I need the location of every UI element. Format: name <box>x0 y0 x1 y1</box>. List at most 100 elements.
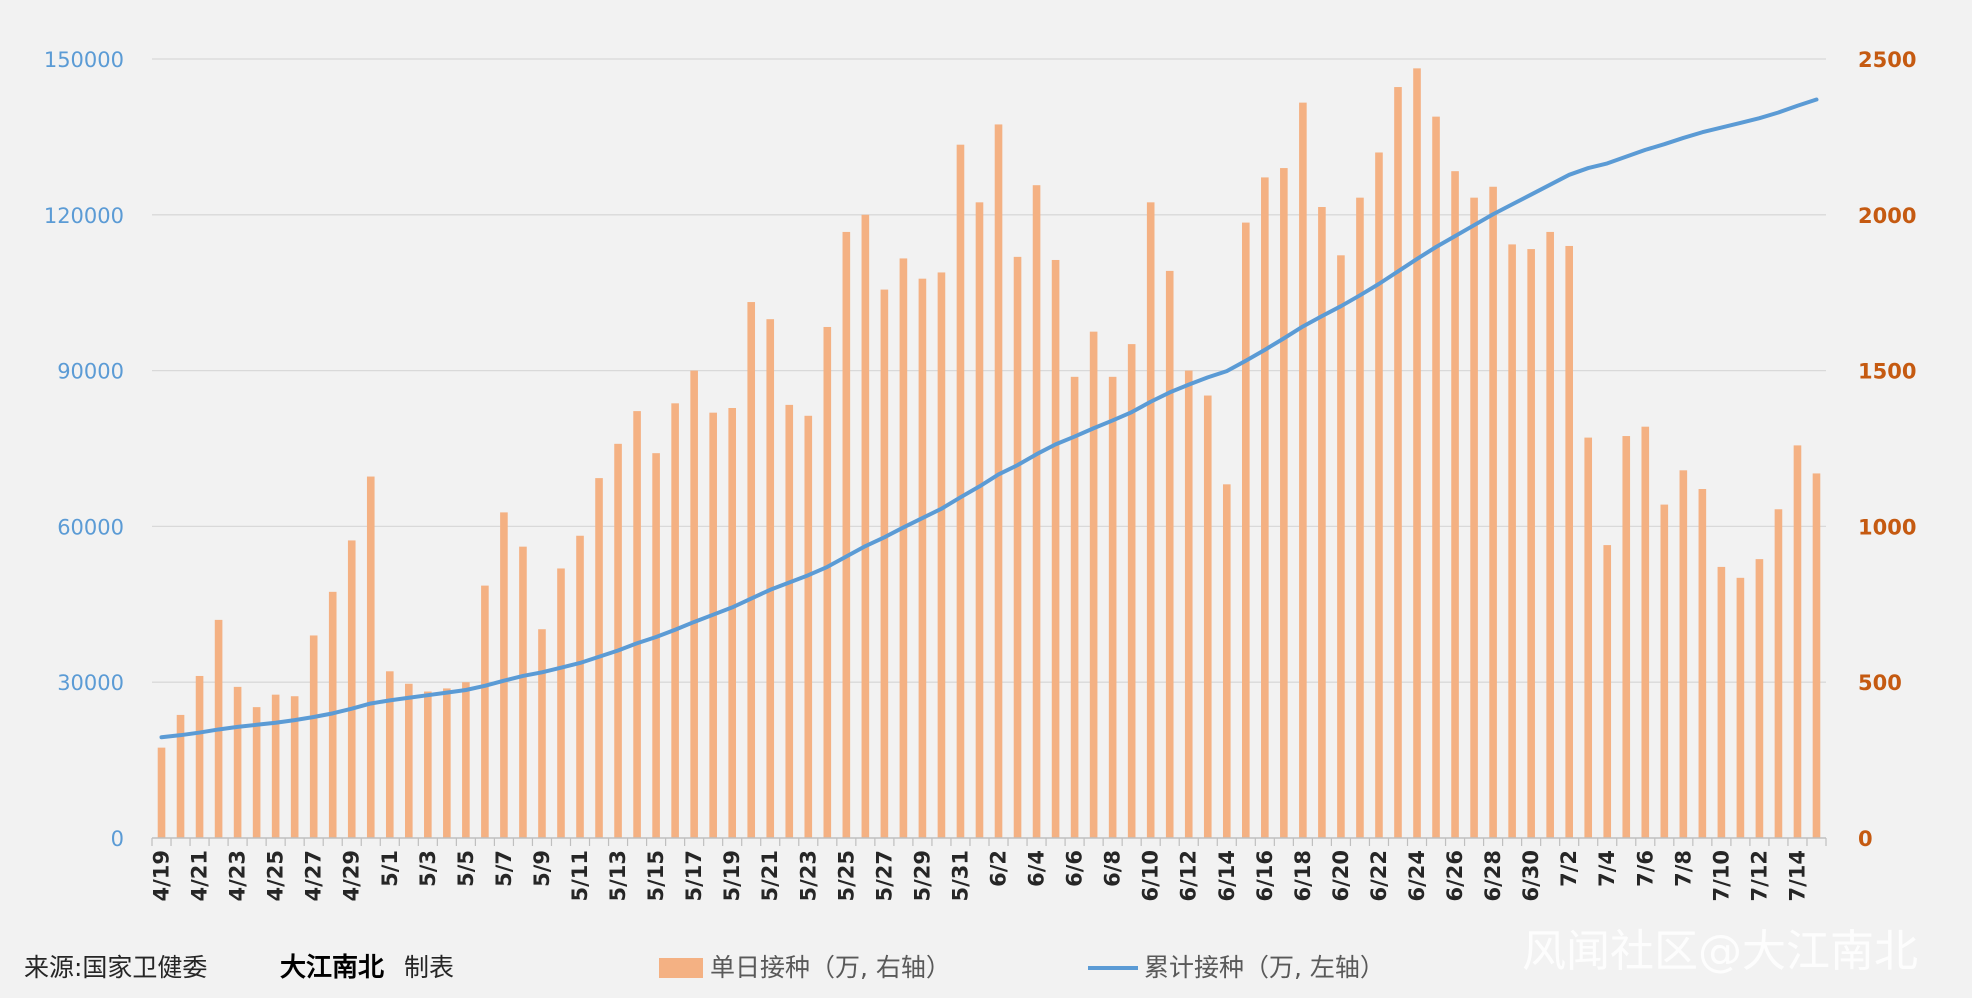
x-tick-label: 4/29 <box>340 850 364 902</box>
x-axis <box>151 837 1827 846</box>
x-tick-label: 7/4 <box>1595 850 1619 887</box>
daily-bar <box>462 682 470 838</box>
daily-bar <box>576 535 584 838</box>
daily-bar <box>1127 344 1136 838</box>
x-tick-label: 6/8 <box>1101 850 1125 887</box>
x-tick-label: 5/31 <box>948 850 972 902</box>
x-tick-label: 5/11 <box>568 850 592 902</box>
daily-bar <box>1394 87 1402 838</box>
x-tick-label: 6/22 <box>1367 850 1391 902</box>
daily-bar <box>1032 185 1041 838</box>
daily-bar <box>405 683 413 838</box>
daily-bar <box>1736 577 1745 838</box>
daily-bar <box>1337 255 1345 839</box>
x-tick-label: 7/6 <box>1633 850 1657 887</box>
x-tick-label: 6/18 <box>1291 850 1315 902</box>
daily-bar <box>1812 473 1821 838</box>
daily-bar <box>1089 331 1098 838</box>
x-tick-label: 4/21 <box>188 850 212 902</box>
daily-bar <box>1451 171 1459 838</box>
left-tick-label: 150000 <box>44 48 124 72</box>
x-tick-label: 6/24 <box>1405 850 1429 902</box>
x-tick-label: 5/17 <box>682 850 706 902</box>
daily-bar <box>1318 207 1326 838</box>
daily-bar <box>1489 186 1497 839</box>
daily-bar <box>385 671 394 838</box>
daily-bar <box>1375 152 1383 839</box>
daily-bar <box>538 629 546 838</box>
legend-bar-label: 单日接种（万, 右轴） <box>710 953 951 982</box>
daily-bar <box>1470 197 1478 839</box>
daily-bar <box>614 443 622 838</box>
daily-bar <box>1356 197 1364 839</box>
daily-bar <box>899 258 908 838</box>
daily-bar <box>481 585 489 838</box>
x-tick-label: 7/2 <box>1557 850 1581 887</box>
x-tick-label: 6/16 <box>1253 850 1277 902</box>
x-tick-label: 5/5 <box>454 850 478 887</box>
daily-bar <box>1261 177 1269 838</box>
right-tick-label: 1500 <box>1858 360 1916 384</box>
daily-bar <box>1108 376 1117 838</box>
daily-bar <box>1413 68 1421 838</box>
daily-bar <box>233 686 242 838</box>
daily-bar <box>633 411 641 838</box>
x-tick-label: 7/8 <box>1671 850 1695 887</box>
daily-bar <box>1755 559 1764 838</box>
daily-bar <box>1280 168 1288 838</box>
daily-bar <box>1299 102 1307 838</box>
right-tick-label: 500 <box>1858 671 1902 695</box>
daily-bar <box>1184 370 1193 838</box>
x-axis-ticks: 4/19 4/21 4/23 4/25 4/27 4/29 5/1 5/3 5/5 5/7 5/9 5… <box>150 850 1810 902</box>
author-name: 大江南北 <box>280 953 384 983</box>
x-tick-label: 6/6 <box>1063 850 1087 887</box>
x-tick-label: 5/15 <box>644 850 668 902</box>
daily-bar <box>785 404 794 838</box>
x-tick-label: 7/14 <box>1785 850 1809 902</box>
daily-bar <box>1013 256 1022 839</box>
daily-bar <box>290 696 299 838</box>
daily-bar <box>195 675 204 838</box>
x-tick-label: 5/29 <box>910 850 934 902</box>
daily-bar <box>1242 222 1250 839</box>
daily-bar <box>823 326 832 838</box>
daily-bar <box>271 694 280 838</box>
left-tick-label: 60000 <box>57 515 124 539</box>
footer: 来源:国家卫健委 大江南北 制表 单日接种（万, 右轴） 累计接种（万, 左轴）… <box>24 926 1918 983</box>
daily-bar <box>309 635 318 838</box>
left-tick-label: 30000 <box>57 671 124 695</box>
gridlines <box>152 58 1826 683</box>
x-tick-label: 6/10 <box>1139 850 1163 902</box>
daily-bar <box>861 214 870 839</box>
x-tick-label: 7/10 <box>1709 850 1733 902</box>
x-tick-label: 4/23 <box>226 850 250 902</box>
x-tick-label: 5/7 <box>492 850 516 887</box>
daily-bar <box>1698 489 1707 838</box>
daily-bar <box>652 453 660 838</box>
daily-bar <box>728 407 736 838</box>
x-tick-label: 6/28 <box>1481 850 1505 902</box>
watermark: 风闻社区@大江南北 <box>1522 926 1918 977</box>
x-tick-label: 5/9 <box>530 850 554 887</box>
daily-bar <box>1146 202 1155 838</box>
daily-bar <box>1222 484 1231 838</box>
daily-bar <box>937 272 946 838</box>
daily-bar <box>366 476 375 838</box>
daily-bar <box>1203 395 1212 838</box>
x-tick-label: 6/30 <box>1519 850 1543 902</box>
daily-bar <box>557 568 565 838</box>
made-by-label: 制表 <box>404 953 454 982</box>
daily-bar <box>1641 426 1650 838</box>
daily-bar <box>880 289 889 839</box>
daily-bar <box>1584 437 1593 838</box>
x-tick-label: 5/19 <box>720 850 744 902</box>
daily-bar <box>994 124 1003 839</box>
daily-bar <box>1051 259 1060 838</box>
daily-bar <box>1603 545 1612 838</box>
left-tick-label: 90000 <box>57 360 124 384</box>
cumulative-line <box>159 97 1819 740</box>
daily-bar <box>671 403 679 838</box>
cumulative-line-group <box>159 97 1819 740</box>
daily-bar <box>1546 231 1554 839</box>
